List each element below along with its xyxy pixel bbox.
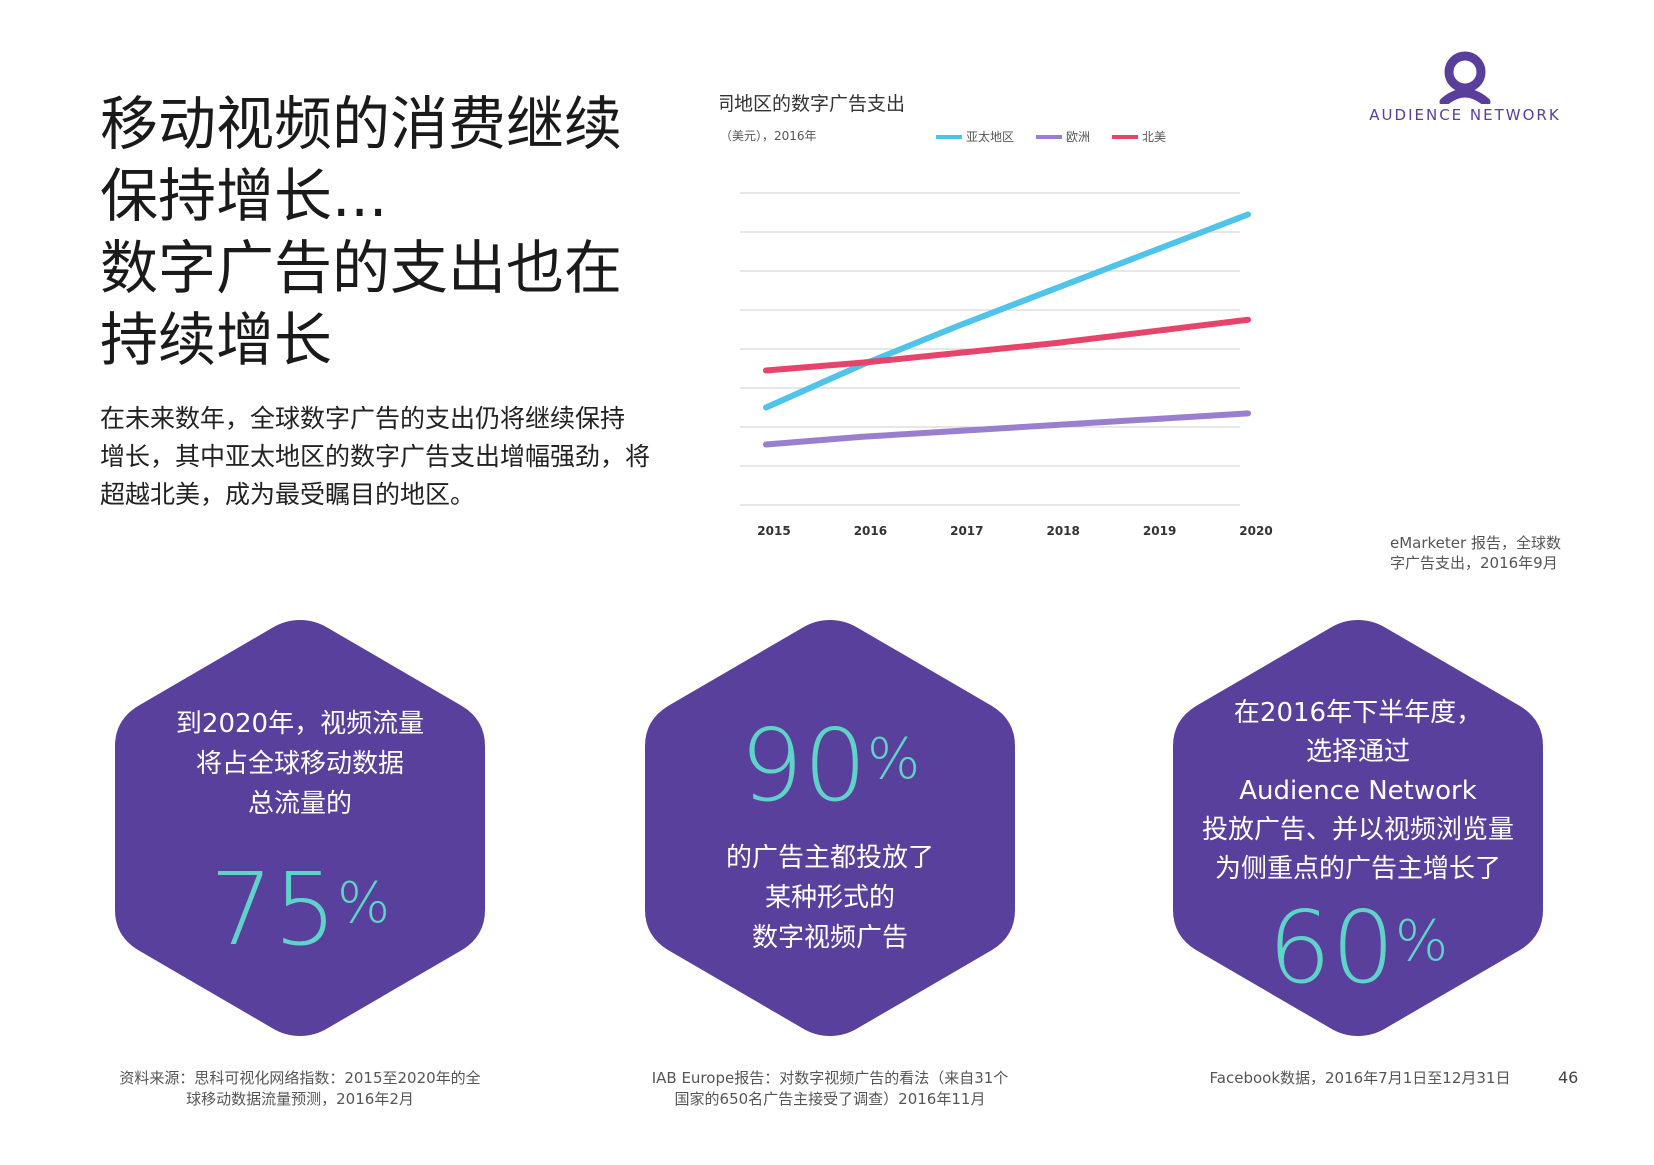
hex-line: 某种形式的 — [764, 883, 895, 913]
hex-line: 投放广告、并以视频浏览量 — [1201, 815, 1514, 845]
intro-line: 增长，其中亚太地区的数字广告支出增幅强劲，将 — [100, 442, 651, 471]
source-line: IAB Europe报告：对数字视频广告的看法（来自31个 — [651, 1069, 1009, 1087]
hex-line: 总流量的 — [247, 789, 352, 819]
source-line: Facebook数据，2016年7月1日至12月31日 — [1209, 1069, 1511, 1087]
stat-hexagon-1: 到2020年，视频流量 将占全球移动数据 总流量的 75% — [110, 608, 490, 1048]
hexagon-shape — [645, 620, 1015, 1036]
stat-number: 60 — [1267, 889, 1396, 1006]
intro-paragraph: 在未来数年，全球数字广告的支出仍将继续保持 增长，其中亚太地区的数字广告支出增幅… — [100, 400, 700, 514]
stat-number: 75 — [209, 851, 338, 968]
legend-label: 亚太地区 — [966, 129, 1014, 144]
logo-text: AUDIENCE NETWORK — [1369, 106, 1561, 124]
legend-label: 北美 — [1142, 130, 1166, 144]
legend-label: 欧洲 — [1066, 130, 1090, 144]
chart-source-line: 字广告支出，2016年9月 — [1390, 554, 1558, 572]
chart-legend: 亚太地区 欧洲 北美 — [936, 129, 1166, 144]
hex-line: 为侧重点的广告主增长了 — [1214, 854, 1501, 884]
stat-number: 90 — [739, 707, 868, 824]
stat-value: 60% — [1168, 898, 1548, 998]
source-note-2: IAB Europe报告：对数字视频广告的看法（来自31个 国家的650名广告主… — [620, 1068, 1040, 1110]
x-tick-label: 2020 — [1239, 524, 1272, 538]
hexagon-shape — [1173, 620, 1543, 1036]
intro-line: 超越北美，成为最受瞩目的地区。 — [100, 480, 476, 509]
stat-value: 90% — [640, 716, 1020, 816]
hex-line: 将占全球移动数据 — [195, 749, 404, 779]
chart-title: 不同地区的数字广告支出 — [720, 93, 905, 115]
x-tick-label: 2019 — [1143, 524, 1176, 538]
series-line — [763, 211, 1251, 411]
stat-unit: % — [337, 871, 391, 936]
stat-unit: % — [867, 727, 921, 792]
hex-line: 选择通过 — [1305, 737, 1410, 767]
title-line: 移动视频的消费继续 — [100, 90, 623, 158]
hex-line: 的广告主都投放了 — [725, 843, 934, 873]
hex-text: 到2020年，视频流量 将占全球移动数据 总流量的 — [110, 704, 490, 824]
stat-hexagon-2: 90% 的广告主都投放了 某种形式的 数字视频广告 — [640, 608, 1020, 1048]
hex-line: 到2020年，视频流量 — [175, 709, 425, 739]
source-line: 球移动数据流量预测，2016年2月 — [186, 1090, 414, 1108]
hex-line: 数字视频广告 — [751, 923, 908, 953]
chart-source: eMarketer 报告，全球数 字广告支出，2016年9月 — [1390, 533, 1590, 573]
page-number: 46 — [1558, 1068, 1579, 1087]
source-line: 国家的650名广告主接受了调查）2016年11月 — [674, 1090, 986, 1108]
hexagon-shape — [115, 620, 485, 1036]
series-line — [763, 316, 1251, 374]
audience-network-icon — [1439, 51, 1491, 104]
page-title: 移动视频的消费继续 保持增长... 数字广告的支出也在 持续增长 — [100, 88, 660, 376]
stat-value: 75% — [110, 860, 490, 960]
x-tick-label: 2016 — [854, 524, 887, 538]
chart-subtitle: 十亿（美元），2016年 — [720, 128, 817, 143]
chart-source-line: eMarketer 报告，全球数 — [1390, 534, 1561, 552]
source-line: 资料来源：思科可视化网络指数：2015至2020年的全 — [119, 1069, 481, 1087]
x-tick-label: 2017 — [950, 524, 983, 538]
intro-line: 在未来数年，全球数字广告的支出仍将继续保持 — [100, 404, 626, 433]
title-line: 保持增长... — [100, 162, 388, 230]
title-line: 持续增长 — [100, 306, 333, 374]
hex-line: Audience Network — [1239, 776, 1477, 806]
audience-network-logo: AUDIENCE NETWORK — [1365, 50, 1565, 130]
stat-hexagon-3: 在2016年下半年度， 选择通过 Audience Network 投放广告、并… — [1168, 608, 1548, 1048]
hex-text: 的广告主都投放了 某种形式的 数字视频广告 — [640, 838, 1020, 958]
title-line: 数字广告的支出也在 — [100, 234, 623, 302]
stat-unit: % — [1395, 909, 1449, 974]
hex-text: 在2016年下半年度， 选择通过 Audience Network 投放广告、并… — [1168, 694, 1548, 889]
source-note-1: 资料来源：思科可视化网络指数：2015至2020年的全 球移动数据流量预测，20… — [90, 1068, 510, 1110]
x-tick-label: 2018 — [1046, 524, 1079, 538]
x-tick-label: 2015 — [757, 524, 790, 538]
hex-line: 在2016年下半年度， — [1233, 698, 1483, 728]
series-line — [763, 410, 1251, 448]
source-note-3: Facebook数据，2016年7月1日至12月31日 — [1150, 1068, 1570, 1089]
chart-series — [763, 211, 1251, 448]
x-axis: 2015 2016 2017 2018 2019 2020 — [757, 524, 1272, 538]
